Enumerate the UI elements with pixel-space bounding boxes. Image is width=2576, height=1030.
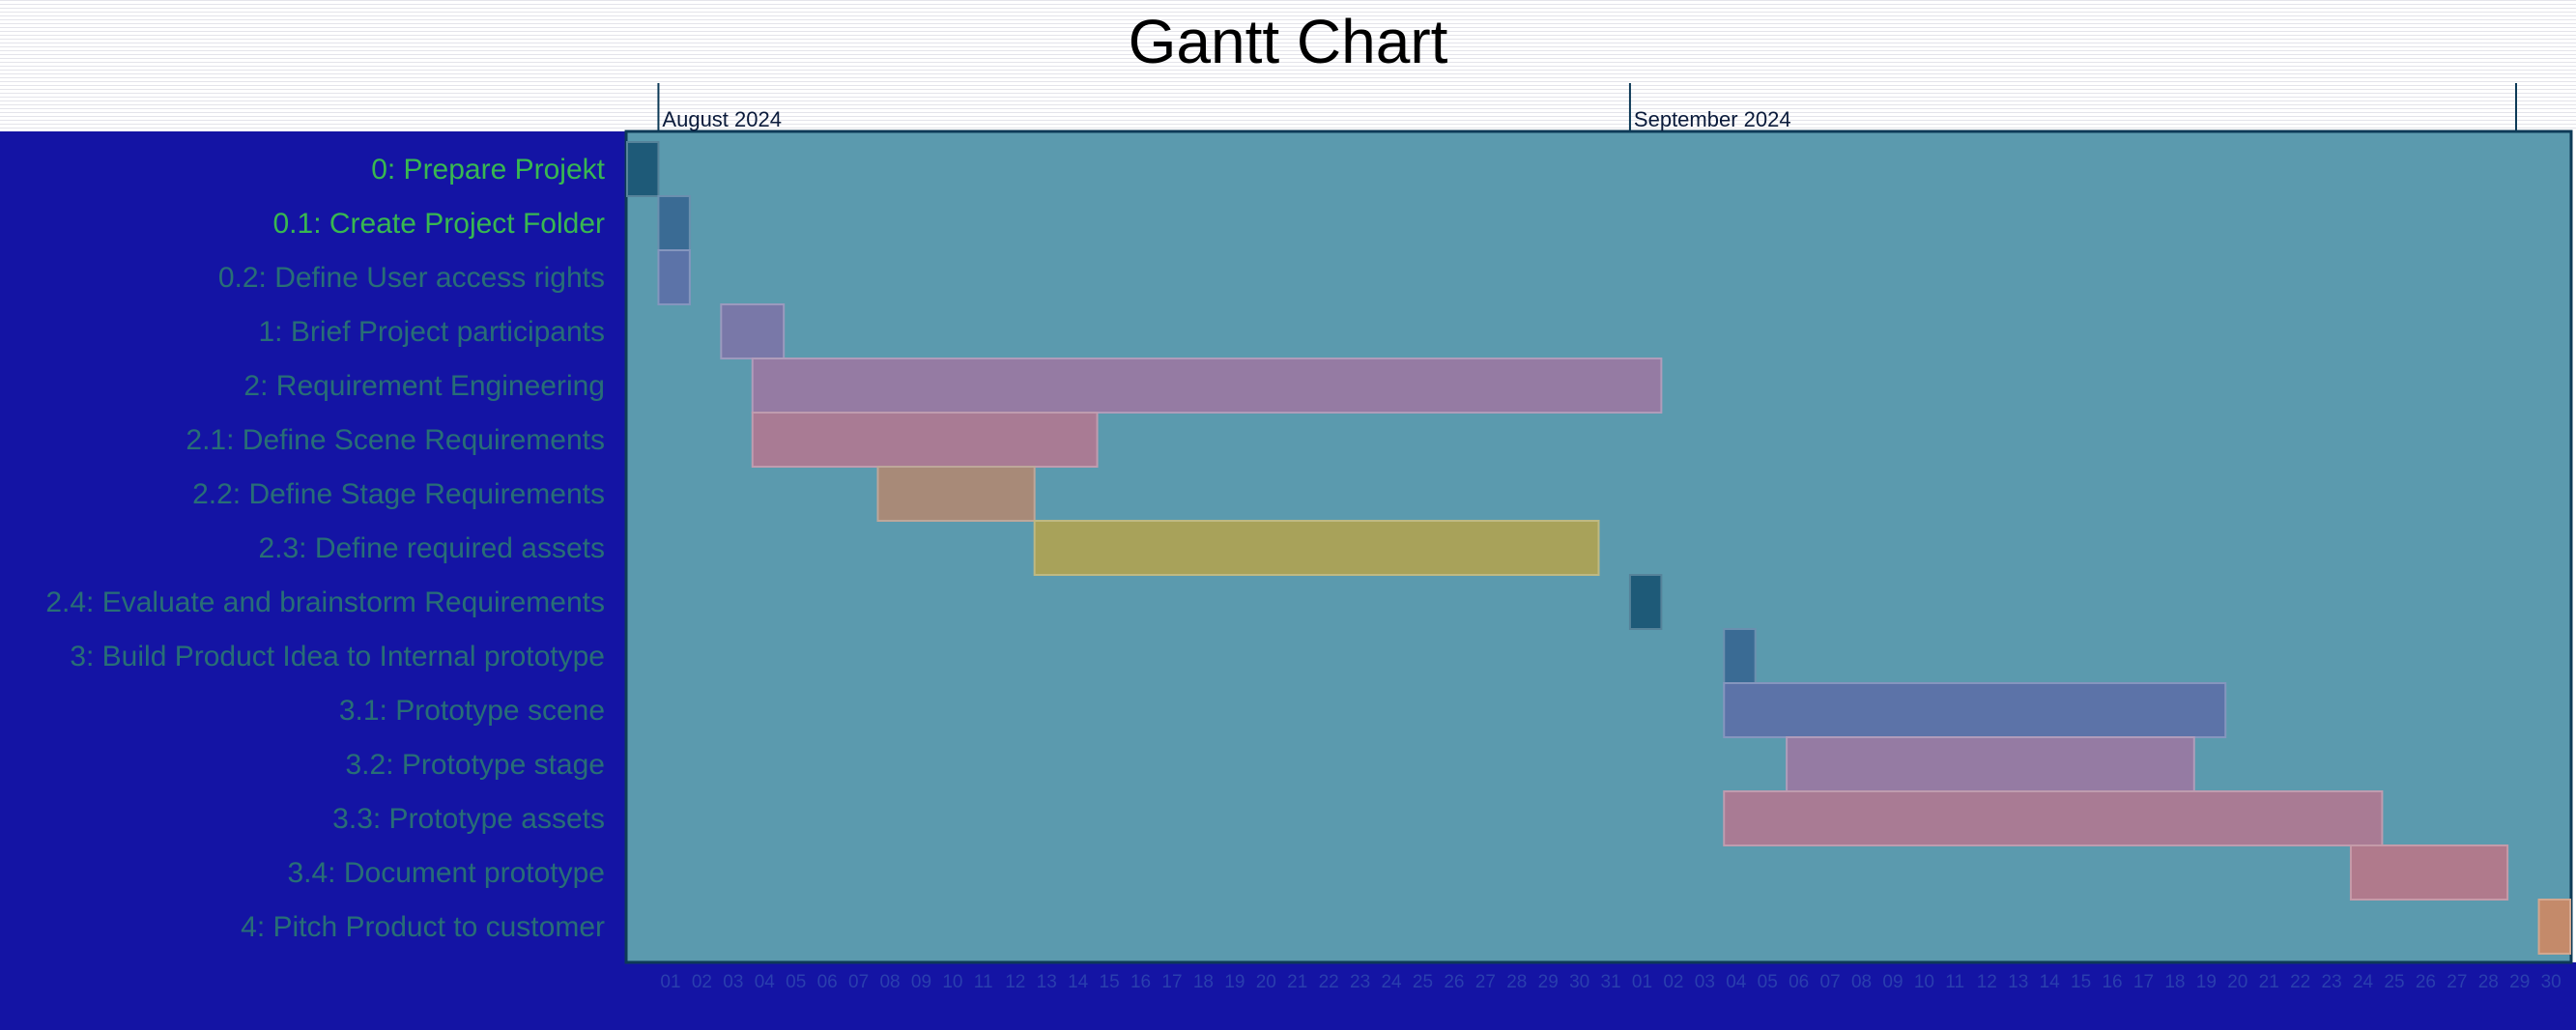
day-tick-label: 17 — [2133, 972, 2154, 992]
task-label: 3.2: Prototype stage — [345, 749, 605, 781]
day-tick-label: 06 — [817, 972, 838, 992]
task-label: 1: Brief Project participants — [259, 316, 606, 348]
day-tick-label: 22 — [1319, 972, 1339, 992]
month-label: September 2024 — [1634, 107, 1791, 131]
task-bar — [2537, 899, 2571, 955]
day-tick-label: 09 — [911, 972, 931, 992]
day-tick-label: 28 — [2478, 972, 2499, 992]
date-axis-band — [0, 962, 2576, 1030]
task-bar — [1723, 682, 2227, 738]
day-tick-label: 15 — [1100, 972, 1120, 992]
day-tick-label: 05 — [786, 972, 806, 992]
day-tick-label: 11 — [1945, 972, 1964, 992]
task-bar — [2349, 844, 2509, 901]
task-bar — [751, 358, 1663, 414]
day-tick-label: 19 — [1224, 972, 1245, 992]
day-tick-label: 21 — [2259, 972, 2279, 992]
day-tick-label: 25 — [2384, 972, 2404, 992]
month-label: August 2024 — [662, 107, 782, 131]
day-tick-label: 21 — [1287, 972, 1307, 992]
day-tick-label: 20 — [1256, 972, 1276, 992]
task-label: 3.4: Document prototype — [287, 857, 605, 889]
day-tick-label: 16 — [2102, 972, 2122, 992]
day-tick-label: 02 — [1663, 972, 1683, 992]
day-tick-label: 14 — [1068, 972, 1089, 992]
day-tick-label: 18 — [1193, 972, 1214, 992]
day-tick-label: 10 — [1914, 972, 1934, 992]
day-tick-label: 24 — [2353, 972, 2374, 992]
day-tick-label: 22 — [2290, 972, 2310, 992]
day-tick-label: 12 — [1977, 972, 1997, 992]
chart-title: Gantt Chart — [1128, 7, 1448, 76]
day-tick-label: 12 — [1005, 972, 1025, 992]
day-tick-label: 07 — [1820, 972, 1841, 992]
day-tick-label: 19 — [2196, 972, 2217, 992]
day-tick-label: 31 — [1601, 972, 1621, 992]
task-bar — [751, 412, 1099, 468]
day-tick-label: 29 — [1538, 972, 1559, 992]
day-tick-label: 29 — [2509, 972, 2530, 992]
day-tick-label: 01 — [1632, 972, 1652, 992]
task-label: 3: Build Product Idea to Internal protot… — [70, 641, 605, 672]
day-tick-label: 01 — [660, 972, 680, 992]
day-tick-label: 10 — [942, 972, 962, 992]
day-tick-label: 03 — [723, 972, 743, 992]
day-tick-label: 24 — [1381, 972, 1402, 992]
day-tick-label: 30 — [1569, 972, 1589, 992]
task-bar — [1628, 574, 1663, 630]
day-tick-label: 18 — [2164, 972, 2185, 992]
day-tick-label: 06 — [1789, 972, 1809, 992]
task-bar — [1786, 736, 2195, 792]
task-bar — [1723, 628, 1757, 684]
task-bar — [720, 303, 786, 359]
task-bar — [1033, 520, 1600, 576]
task-label: 2.3: Define required assets — [258, 532, 605, 564]
day-tick-label: 03 — [1695, 972, 1715, 992]
task-label-panel — [0, 131, 626, 962]
task-bar — [1723, 790, 2384, 846]
day-tick-label: 23 — [2322, 972, 2342, 992]
day-tick-label: 17 — [1161, 972, 1182, 992]
day-tick-label: 04 — [755, 972, 776, 992]
task-label: 0: Prepare Projekt — [371, 154, 605, 186]
task-label: 4: Pitch Product to customer — [241, 911, 605, 943]
day-tick-label: 05 — [1758, 972, 1778, 992]
header-band — [0, 0, 2576, 131]
day-tick-label: 02 — [692, 972, 712, 992]
task-label: 0.1: Create Project Folder — [273, 208, 606, 240]
day-tick-label: 28 — [1506, 972, 1527, 992]
day-tick-label: 26 — [2416, 972, 2436, 992]
task-label: 2.1: Define Scene Requirements — [186, 424, 605, 456]
day-tick-label: 27 — [1475, 972, 1496, 992]
day-tick-label: 11 — [974, 972, 993, 992]
day-tick-label: 23 — [1350, 972, 1370, 992]
day-tick-label: 07 — [848, 972, 869, 992]
task-bar — [876, 466, 1036, 522]
day-tick-label: 16 — [1131, 972, 1151, 992]
day-tick-label: 08 — [879, 972, 900, 992]
task-bar — [657, 195, 691, 251]
day-tick-label: 04 — [1726, 972, 1747, 992]
task-label: 3.1: Prototype scene — [339, 695, 605, 727]
day-tick-label: 13 — [2008, 972, 2028, 992]
task-bar — [626, 141, 660, 197]
task-bar — [657, 249, 691, 305]
task-label: 0.2: Define User access rights — [218, 262, 605, 294]
day-tick-label: 09 — [1882, 972, 1903, 992]
day-tick-label: 20 — [2227, 972, 2247, 992]
day-tick-label: 15 — [2071, 972, 2091, 992]
day-tick-label: 14 — [2040, 972, 2061, 992]
day-tick-label: 08 — [1851, 972, 1872, 992]
day-tick-label: 30 — [2541, 972, 2562, 992]
task-label: 2: Requirement Engineering — [243, 370, 605, 402]
task-label: 2.4: Evaluate and brainstorm Requirement… — [45, 587, 605, 618]
day-tick-label: 26 — [1444, 972, 1464, 992]
day-tick-label: 27 — [2447, 972, 2467, 992]
task-label: 2.2: Define Stage Requirements — [192, 478, 605, 510]
task-label: 3.3: Prototype assets — [332, 803, 605, 835]
day-tick-label: 25 — [1413, 972, 1433, 992]
day-tick-label: 13 — [1037, 972, 1057, 992]
